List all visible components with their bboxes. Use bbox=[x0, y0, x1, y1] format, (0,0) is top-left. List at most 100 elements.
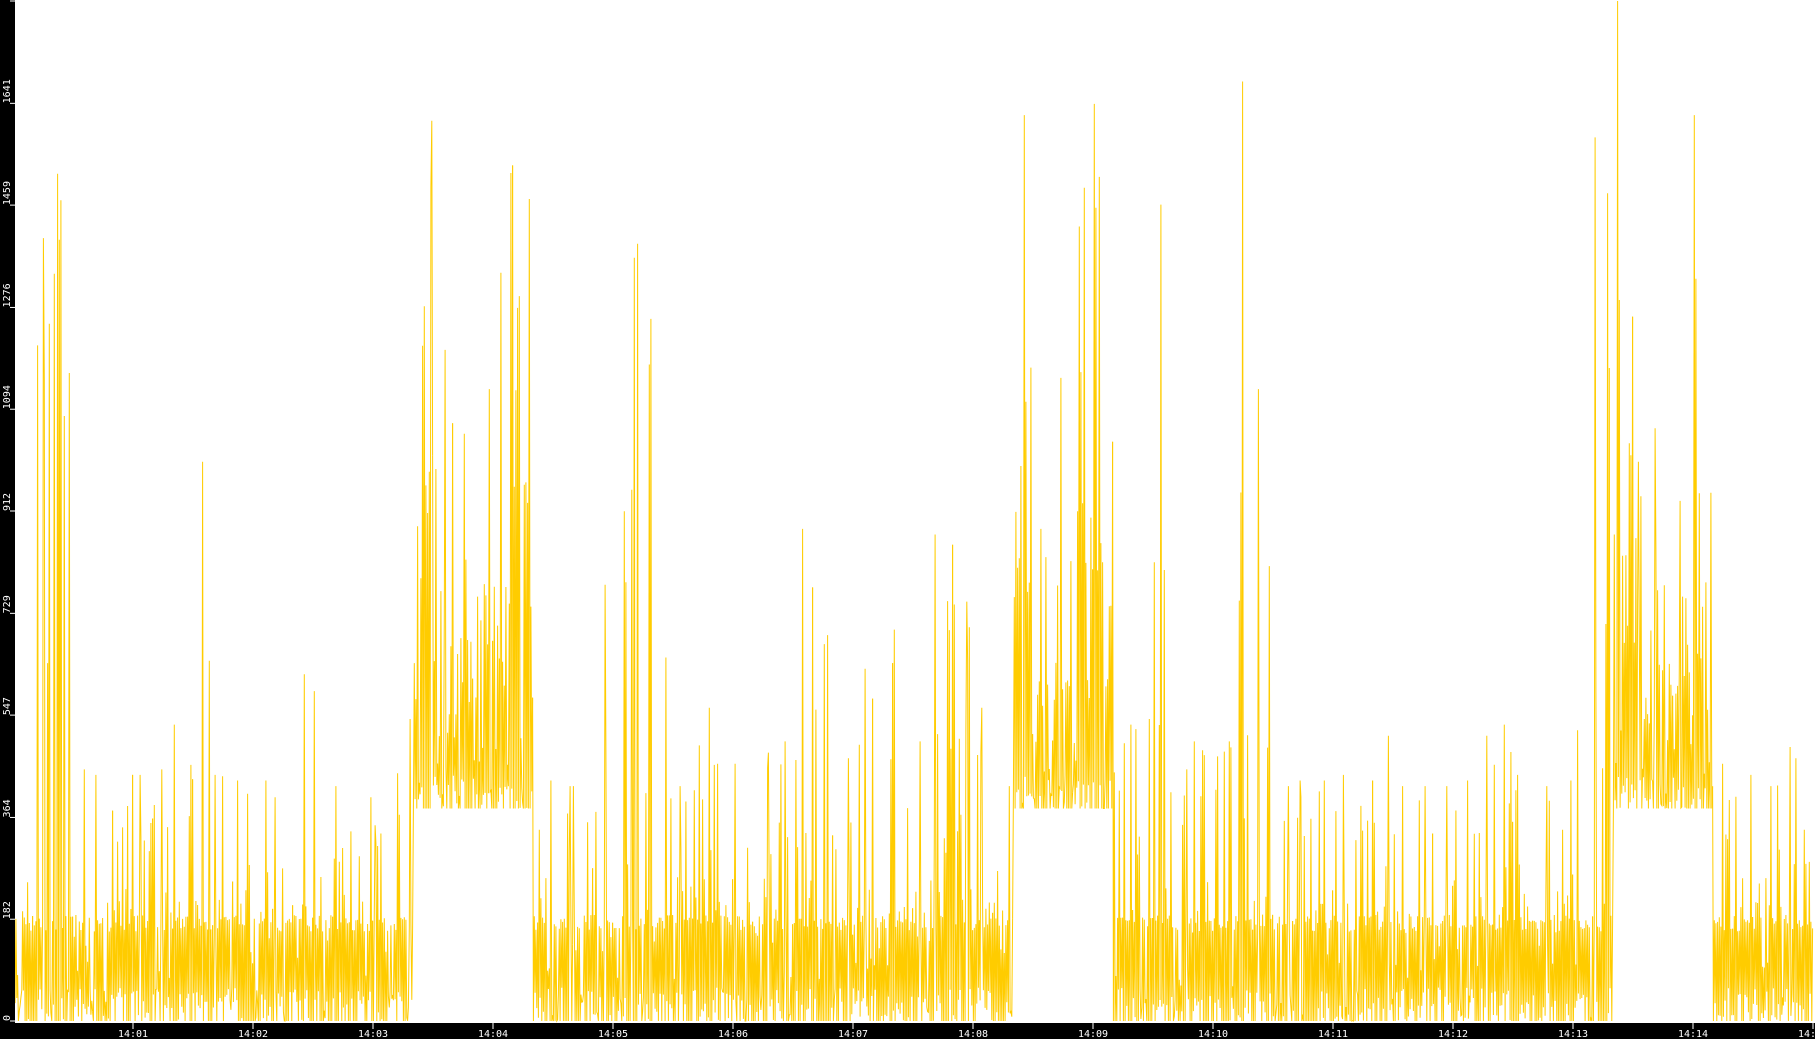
series-segment bbox=[1372, 735, 1394, 1022]
y-axis-ticks: 0 182 364 547 729 912 1094 1276 1459 1641 1824 bbox=[2, 0, 15, 1022]
series-segment bbox=[1312, 780, 1334, 1022]
series-segment bbox=[332, 786, 354, 1022]
series-segment bbox=[1532, 786, 1554, 1022]
x-tick-label: 14:13 bbox=[1558, 1029, 1588, 1039]
series-segment bbox=[412, 120, 434, 929]
y-tick-label: 729 bbox=[2, 595, 13, 613]
series-segment bbox=[432, 349, 454, 809]
y-tick-label: 0 bbox=[2, 1015, 13, 1021]
series-segment bbox=[812, 587, 834, 1022]
series-segment bbox=[252, 780, 274, 1022]
series-segment bbox=[572, 786, 594, 1022]
plot-area bbox=[15, 0, 1815, 1023]
x-tick-label: 14:12 bbox=[1438, 1029, 1468, 1039]
series-segment bbox=[312, 691, 334, 1022]
series-segment bbox=[1432, 786, 1454, 1022]
series-segment bbox=[1132, 718, 1154, 1022]
series-segment bbox=[372, 825, 394, 1022]
x-tick-label: 14:09 bbox=[1078, 1029, 1108, 1039]
series-segment bbox=[1632, 316, 1654, 809]
y-tick-label: 1276 bbox=[2, 283, 13, 307]
x-tick-label: 14:01 bbox=[118, 1029, 148, 1039]
series-segment bbox=[792, 528, 814, 1022]
series-segment bbox=[772, 741, 794, 1022]
x-tick-label: 14:06 bbox=[718, 1029, 748, 1039]
series-segment bbox=[1352, 780, 1374, 1022]
y-tick-label: 1824 bbox=[2, 0, 13, 1]
y-tick-label: 1641 bbox=[2, 79, 13, 103]
series-segment bbox=[1332, 774, 1353, 1022]
series-segment bbox=[1492, 724, 1514, 1022]
series-segment bbox=[1292, 780, 1314, 1022]
series-segment bbox=[512, 165, 534, 809]
series-segment bbox=[952, 544, 974, 1022]
x-tick-label: 14:08 bbox=[958, 1029, 988, 1039]
series-segment bbox=[452, 423, 474, 809]
series-segment bbox=[12, 830, 34, 1022]
series-segment bbox=[932, 534, 954, 1022]
x-tick-label: 14:03 bbox=[358, 1029, 388, 1039]
series-segment bbox=[1732, 774, 1754, 1022]
x-axis bbox=[0, 1023, 1815, 1039]
x-tick-label: 14:11 bbox=[1318, 1029, 1348, 1039]
y-tick-label: 912 bbox=[2, 493, 13, 511]
series-segment bbox=[1232, 81, 1254, 1022]
series-segment bbox=[992, 786, 1014, 1022]
series-segment bbox=[1792, 758, 1814, 1022]
series-segment bbox=[1752, 786, 1774, 1022]
series-segment bbox=[1412, 786, 1434, 1022]
x-tick-label: 14:07 bbox=[838, 1029, 868, 1039]
y-tick-label: 1094 bbox=[2, 385, 13, 409]
series-segment bbox=[1032, 528, 1054, 809]
series-segment bbox=[112, 774, 134, 1022]
series-segment bbox=[492, 165, 514, 809]
series-segment bbox=[712, 763, 734, 1022]
series-segment bbox=[1012, 115, 1034, 919]
series-segment bbox=[132, 774, 154, 1022]
series-segment bbox=[232, 780, 254, 1022]
series-segment bbox=[1072, 187, 1094, 809]
x-tick-label: 14:04 bbox=[478, 1029, 508, 1039]
series-segment bbox=[1252, 389, 1274, 1022]
series-segment bbox=[912, 741, 934, 1022]
y-tick-label: 1459 bbox=[2, 181, 13, 205]
series-segment bbox=[32, 238, 54, 1022]
series-segment bbox=[1652, 428, 1674, 809]
series-segment bbox=[72, 769, 94, 1022]
series-segment bbox=[1172, 769, 1194, 1022]
series-segment bbox=[1592, 137, 1614, 1022]
x-tick-label: 14:02 bbox=[238, 1029, 268, 1039]
series-segment bbox=[472, 389, 494, 809]
series-segment bbox=[1452, 780, 1474, 1022]
series-segment bbox=[1552, 780, 1574, 1022]
series-segment bbox=[212, 774, 234, 1022]
series-segment bbox=[1192, 741, 1214, 1022]
y-tick-label: 182 bbox=[2, 901, 13, 919]
series-segment bbox=[652, 657, 674, 1022]
series-segment bbox=[672, 786, 694, 1022]
series-segment bbox=[172, 724, 194, 1022]
series-segment bbox=[1512, 774, 1534, 1022]
series-segment bbox=[392, 718, 414, 1022]
y-axis bbox=[0, 0, 15, 1039]
series-segment bbox=[1712, 763, 1734, 1022]
series-segment bbox=[1092, 103, 1114, 809]
series-segment bbox=[552, 786, 574, 1023]
series-segment bbox=[752, 752, 774, 1022]
series-segment bbox=[1612, 0, 1634, 922]
series-segment bbox=[152, 769, 174, 1022]
x-tick-label: 14:15 bbox=[1798, 1029, 1815, 1039]
series-segment bbox=[92, 774, 114, 1022]
series-segment bbox=[892, 629, 914, 1022]
y-tick-label: 364 bbox=[2, 799, 13, 817]
series-segment bbox=[1772, 746, 1794, 1022]
series-segment bbox=[852, 668, 874, 1022]
series-segment bbox=[1572, 730, 1594, 1022]
series-segment bbox=[832, 758, 854, 1022]
x-tick-label: 14:05 bbox=[598, 1029, 628, 1039]
series-segment bbox=[1692, 115, 1714, 809]
series-segment bbox=[612, 489, 634, 1022]
x-tick-label: 14:10 bbox=[1198, 1029, 1228, 1039]
x-axis-ticks: 14:01 14:02 14:03 14:04 14:05 14:06 14:07 14:08… bbox=[118, 1023, 1815, 1039]
